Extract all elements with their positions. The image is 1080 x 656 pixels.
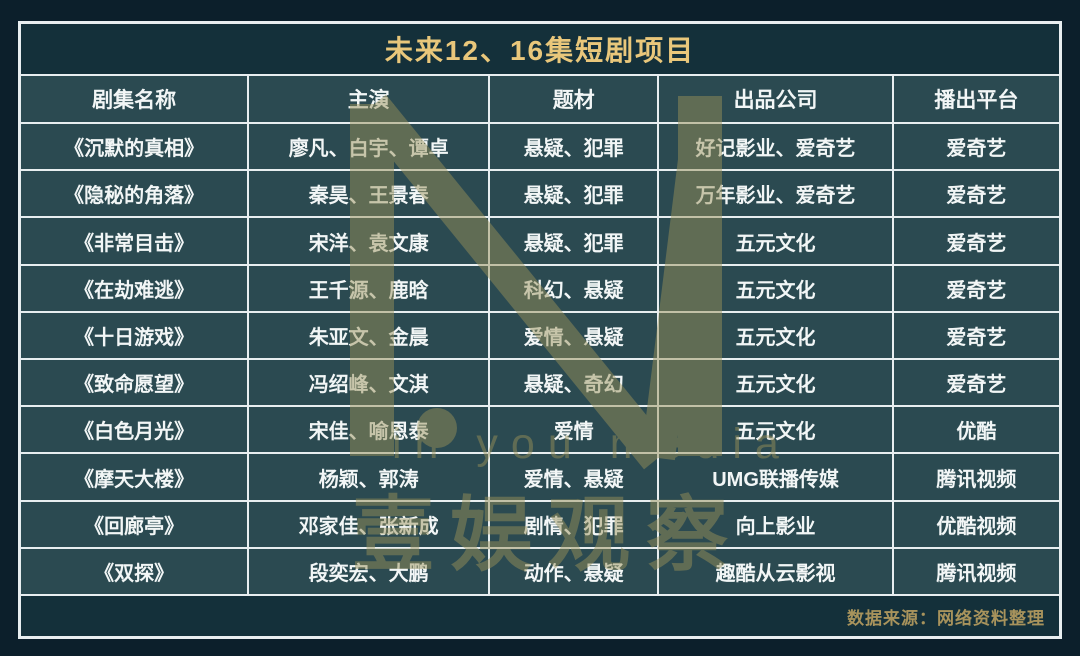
cell-company: 好记影业、爱奇艺 (657, 124, 892, 170)
cell-platform: 爱奇艺 (891, 171, 1059, 217)
column-header-platform: 播出平台 (891, 76, 1059, 122)
cell-company: 万年影业、爱奇艺 (657, 171, 892, 217)
cell-title: 《十日游戏》 (21, 312, 248, 359)
table-row: 《致命愿望》 冯绍峰、文淇 悬疑、奇幻 五元文化 爱奇艺 (21, 358, 1059, 406)
cell-title: 《双探》 (21, 548, 248, 595)
cell-genre: 爱情、悬疑 (488, 454, 658, 500)
table-panel: 未来12、16集短剧项目 剧集名称 主演 题材 出品公司 播出平台 《沉默的真相… (18, 21, 1062, 639)
table-row: 《白色月光》 宋佳、喻恩泰 爱情 五元文化 优酷 (21, 405, 1059, 453)
cell-cast: 宋佳、喻恩泰 (247, 407, 489, 453)
data-source-label: 数据来源：网络资料整理 (847, 608, 1045, 628)
cell-cast: 廖凡、白宇、谭卓 (247, 124, 489, 170)
table-row: 《隐秘的角落》 秦昊、王景春 悬疑、犯罪 万年影业、爱奇艺 爱奇艺 (21, 169, 1059, 217)
cell-genre: 悬疑、犯罪 (488, 124, 658, 170)
cell-platform: 腾讯视频 (891, 548, 1059, 595)
cell-company: 向上影业 (657, 501, 892, 547)
table-row: 《摩天大楼》 杨颖、郭涛 爱情、悬疑 UMG联播传媒 腾讯视频 (21, 452, 1059, 500)
column-header-genre: 题材 (488, 76, 658, 122)
cell-platform: 腾讯视频 (891, 454, 1059, 500)
cell-company: 五元文化 (657, 360, 892, 406)
column-header-title: 剧集名称 (21, 76, 248, 122)
cell-cast: 秦昊、王景春 (247, 171, 489, 217)
cell-platform: 爱奇艺 (891, 218, 1059, 264)
cell-genre: 科幻、悬疑 (488, 265, 658, 311)
cell-title: 《在劫难逃》 (21, 265, 248, 311)
table-row: 《非常目击》 宋洋、袁文康 悬疑、犯罪 五元文化 爱奇艺 (21, 216, 1059, 264)
cell-title: 《致命愿望》 (21, 360, 248, 406)
cell-title: 《隐秘的角落》 (21, 171, 248, 217)
cell-company: UMG联播传媒 (657, 454, 892, 500)
cell-genre: 剧情、犯罪 (488, 501, 658, 547)
cell-cast: 段奕宏、大鹏 (247, 548, 489, 595)
cell-genre: 悬疑、犯罪 (488, 218, 658, 264)
table-body: 《沉默的真相》 廖凡、白宇、谭卓 悬疑、犯罪 好记影业、爱奇艺 爱奇艺 《隐秘的… (21, 122, 1059, 595)
cell-platform: 优酷视频 (891, 501, 1059, 547)
cell-title: 《回廊亭》 (21, 501, 248, 547)
cell-company: 五元文化 (657, 218, 892, 264)
cell-platform: 爱奇艺 (891, 360, 1059, 406)
table-row: 《十日游戏》 朱亚文、金晨 爱情、悬疑 五元文化 爱奇艺 (21, 310, 1059, 359)
cell-company: 五元文化 (657, 312, 892, 359)
cell-cast: 邓家佳、张新成 (247, 501, 489, 547)
table-row: 《沉默的真相》 廖凡、白宇、谭卓 悬疑、犯罪 好记影业、爱奇艺 爱奇艺 (21, 122, 1059, 170)
table-row: 《回廊亭》 邓家佳、张新成 剧情、犯罪 向上影业 优酷视频 (21, 499, 1059, 547)
cell-genre: 悬疑、奇幻 (488, 360, 658, 406)
footer-bar: 数据来源：网络资料整理 (21, 594, 1059, 636)
cell-company: 趣酷从云影视 (657, 548, 892, 595)
cell-platform: 爱奇艺 (891, 265, 1059, 311)
table-row: 《在劫难逃》 王千源、鹿晗 科幻、悬疑 五元文化 爱奇艺 (21, 263, 1059, 311)
table-header-row: 剧集名称 主演 题材 出品公司 播出平台 (21, 74, 1059, 122)
cell-title: 《摩天大楼》 (21, 454, 248, 500)
cell-company: 五元文化 (657, 407, 892, 453)
cell-genre: 悬疑、犯罪 (488, 171, 658, 217)
column-header-cast: 主演 (247, 76, 489, 122)
cell-genre: 爱情、悬疑 (488, 312, 658, 359)
cell-cast: 杨颖、郭涛 (247, 454, 489, 500)
cell-cast: 朱亚文、金晨 (247, 312, 489, 359)
cell-cast: 冯绍峰、文淇 (247, 360, 489, 406)
column-header-company: 出品公司 (657, 76, 892, 122)
title-bar: 未来12、16集短剧项目 (21, 24, 1059, 74)
cell-title: 《非常目击》 (21, 218, 248, 264)
cell-company: 五元文化 (657, 265, 892, 311)
cell-platform: 爱奇艺 (891, 312, 1059, 359)
cell-platform: 优酷 (891, 407, 1059, 453)
cell-cast: 宋洋、袁文康 (247, 218, 489, 264)
table-row: 《双探》 段奕宏、大鹏 动作、悬疑 趣酷从云影视 腾讯视频 (21, 546, 1059, 595)
cell-genre: 动作、悬疑 (488, 548, 658, 595)
cell-cast: 王千源、鹿晗 (247, 265, 489, 311)
cell-platform: 爱奇艺 (891, 124, 1059, 170)
cell-genre: 爱情 (488, 407, 658, 453)
cell-title: 《白色月光》 (21, 407, 248, 453)
cell-title: 《沉默的真相》 (21, 124, 248, 170)
page-title: 未来12、16集短剧项目 (384, 35, 696, 66)
